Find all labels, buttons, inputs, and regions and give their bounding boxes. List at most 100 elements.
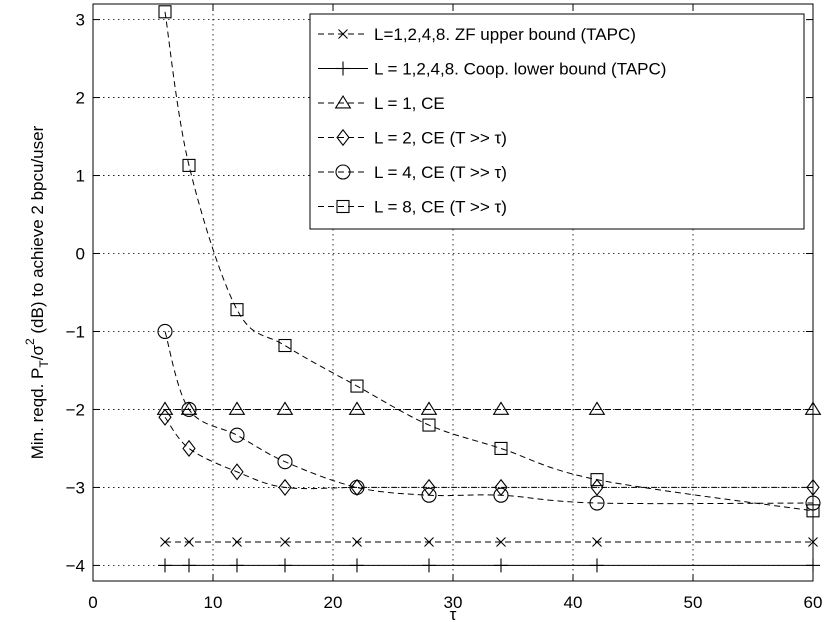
y-tick-label: 3: [76, 11, 85, 30]
plus-marker: [182, 558, 196, 573]
triangle-marker: [276, 401, 294, 415]
plus-marker: [278, 558, 292, 573]
legend-label: L = 8, CE (T >> τ): [374, 198, 507, 217]
plus-marker: [158, 558, 172, 573]
x-tick-label: 50: [684, 593, 703, 612]
series-line: [164, 331, 814, 505]
y-tick-label: −1: [66, 322, 85, 341]
plus-marker: [230, 558, 244, 573]
circle-marker: [589, 495, 605, 511]
y-axis-label-text: Min. reqd. PT​/σ2​ (dB) to achieve 2 bpc…: [23, 125, 51, 459]
x-tick-label: 20: [324, 593, 343, 612]
y-tick-label: 2: [76, 89, 85, 108]
x-marker: [338, 29, 348, 39]
tick-labels: 0 10 20 30 40 50 60 −4 −3 −2 −1 0 1 2 3: [66, 11, 823, 612]
x-marker: [232, 537, 242, 547]
x-marker: [424, 537, 434, 547]
triangle-marker: [334, 94, 352, 109]
x-marker: [160, 537, 170, 547]
y-tick-label: −4: [66, 556, 85, 575]
circle-marker: [181, 401, 197, 418]
series-line: [164, 416, 813, 490]
x-marker-stroke: [160, 537, 170, 547]
plus-marker: [494, 558, 508, 573]
x-marker-stroke: [496, 537, 506, 547]
legend-entry: L=1,2,4,8. ZF upper bound (TAPC): [318, 25, 636, 44]
x-marker-stroke: [424, 537, 434, 547]
circle-marker: [421, 487, 437, 503]
x-tick-label: 40: [564, 593, 583, 612]
triangle-marker: [156, 401, 174, 415]
circle-marker: [277, 454, 293, 470]
plus-marker: [590, 558, 604, 573]
diamond-marker: [350, 478, 364, 497]
x-marker-stroke: [184, 537, 194, 547]
x-marker-stroke: [338, 29, 348, 39]
circle-marker: [229, 427, 245, 443]
triangle-marker: [588, 401, 606, 415]
triangle-marker: [228, 401, 246, 415]
x-axis-label: τ: [450, 605, 457, 622]
y-tick-label: 1: [76, 167, 85, 186]
y-axis-label: Min. reqd. PT​/σ2​ (dB) to achieve 2 bpc…: [23, 125, 51, 459]
x-tick-label: 10: [204, 593, 223, 612]
series-x: [160, 537, 818, 547]
legend-box: [309, 13, 805, 230]
square-marker: [590, 473, 604, 487]
series-diamond: [158, 408, 820, 497]
x-marker-stroke: [352, 537, 362, 547]
circle-marker: [493, 487, 509, 503]
y-tick-label: 0: [76, 245, 85, 264]
x-tick-label: 30: [444, 593, 463, 612]
square-marker: [350, 379, 364, 393]
series-circle: [157, 323, 821, 511]
triangle-marker: [420, 401, 438, 415]
legend: L=1,2,4,8. ZF upper bound (TAPC) L = 1,2,…: [309, 13, 805, 230]
circle-marker: [335, 164, 351, 180]
series-line: [164, 11, 814, 512]
series-plus: [158, 558, 820, 573]
diamond-marker: [336, 128, 350, 147]
x-marker: [280, 537, 290, 547]
square-marker: [182, 158, 196, 172]
circle-marker: [349, 479, 365, 495]
legend-label: L = 1, CE: [374, 94, 445, 113]
square-marker: [230, 303, 244, 317]
x-tick-label: 0: [88, 593, 97, 612]
legend-label: L = 2, CE (T >> τ): [374, 129, 507, 148]
square-marker: [422, 418, 436, 432]
square-marker: [494, 441, 508, 455]
diamond-marker: [182, 439, 196, 458]
legend-entry: L = 1,2,4,8. Coop. lower bound (TAPC): [318, 60, 666, 79]
triangle-marker: [348, 401, 366, 415]
legend-label: L = 4, CE (T >> τ): [374, 163, 507, 182]
legend-entry: L = 2, CE (T >> τ): [318, 129, 507, 148]
diamond-marker: [158, 408, 172, 426]
x-marker: [352, 537, 362, 547]
series-square: [158, 5, 820, 518]
legend-entry: L = 4, CE (T >> τ): [318, 163, 507, 182]
legend-entry: L = 1, CE: [318, 94, 445, 113]
x-marker: [184, 537, 194, 547]
plus-marker: [422, 558, 436, 573]
diamond-marker: [230, 463, 244, 481]
x-marker-stroke: [232, 537, 242, 547]
x-marker: [496, 537, 506, 547]
x-marker-stroke: [280, 537, 290, 547]
plot-frame: [92, 3, 814, 582]
y-tick-label: −2: [66, 400, 85, 419]
x-tick-label: 60: [804, 593, 823, 612]
square-marker: [278, 338, 292, 353]
circle-marker: [157, 323, 173, 340]
series-triangle: [156, 401, 822, 415]
square-marker: [158, 5, 172, 19]
triangle-marker: [492, 401, 510, 415]
triangle-marker: [180, 401, 198, 415]
x-marker: [592, 537, 602, 547]
legend-entry: L = 8, CE (T >> τ): [318, 198, 507, 217]
legend-label: L = 1,2,4,8. Coop. lower bound (TAPC): [374, 60, 666, 79]
plus-marker: [350, 558, 364, 573]
legend-label: L=1,2,4,8. ZF upper bound (TAPC): [374, 25, 636, 44]
y-tick-label: −3: [66, 478, 85, 497]
